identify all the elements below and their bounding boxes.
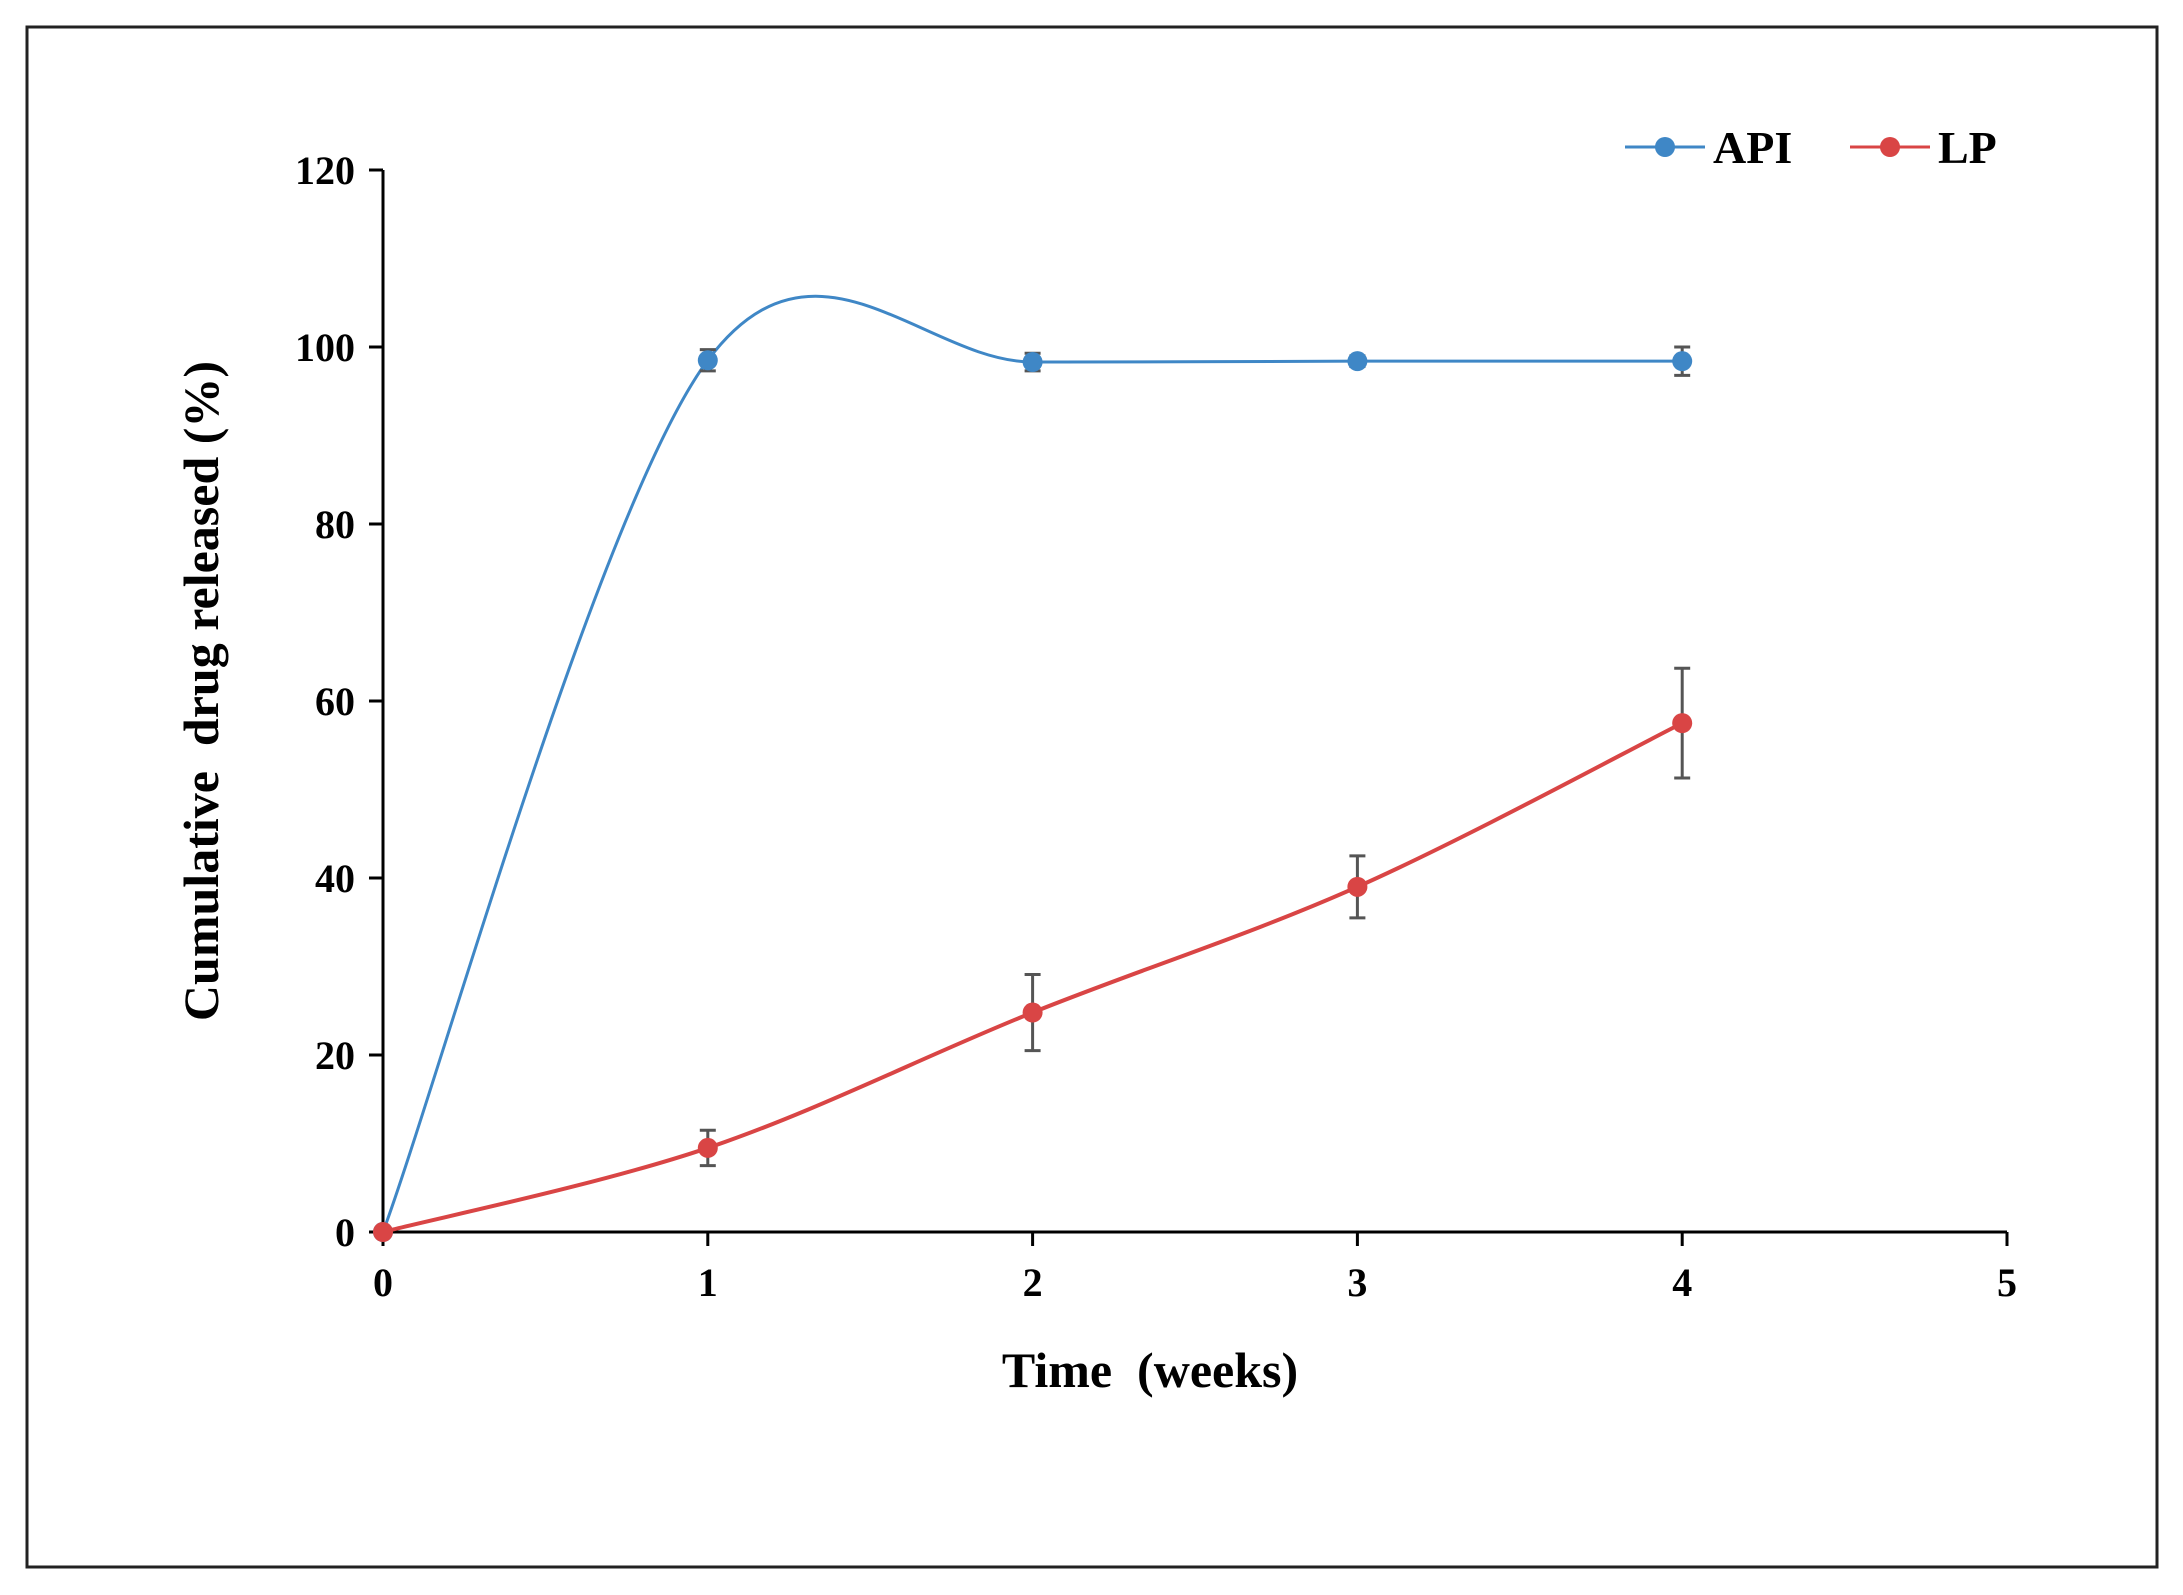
y-tick-label-120: 120 (295, 148, 355, 193)
y-tick-label-40: 40 (315, 856, 355, 901)
y-tick-label-80: 80 (315, 502, 355, 547)
data-point-lp-1 (697, 1137, 718, 1158)
data-point-lp-2 (1022, 1002, 1043, 1023)
y-axis-title: Cumulative drug released (%) (173, 361, 229, 1021)
x-tick-label-4: 4 (1672, 1260, 1692, 1305)
data-point-api-4 (1672, 351, 1693, 372)
legend: API LP (1625, 122, 1997, 173)
legend-item-lp: LP (1850, 122, 1997, 173)
y-tick-label-100: 100 (295, 325, 355, 370)
data-point-api-3 (1347, 351, 1368, 372)
y-tick-label-20: 20 (315, 1033, 355, 1078)
x-axis-title: Time (weeks) (1002, 1342, 1298, 1398)
x-tick-label-1: 1 (698, 1260, 718, 1305)
legend-marker-api (1655, 137, 1675, 157)
figure-border (25, 25, 2159, 1569)
data-point-lp-4 (1672, 713, 1693, 734)
data-point-lp-0 (373, 1222, 393, 1242)
legend-label-lp: LP (1938, 122, 1997, 173)
plot-area: 0 20 40 60 80 100 120 0 1 2 3 4 5 (295, 148, 2017, 1305)
y-tick-label-0: 0 (335, 1210, 355, 1255)
data-point-lp-3 (1347, 876, 1368, 897)
x-tick-label-2: 2 (1023, 1260, 1043, 1305)
x-tick-label-3: 3 (1347, 1260, 1367, 1305)
data-point-api-1 (697, 350, 718, 371)
y-tick-label-60: 60 (315, 679, 355, 724)
legend-label-api: API (1713, 122, 1792, 173)
x-tick-label-5: 5 (1997, 1260, 2017, 1305)
legend-item-api: API (1625, 122, 1792, 173)
series-line-api (381, 294, 1683, 1233)
data-point-api-2 (1022, 352, 1043, 373)
legend-marker-lp (1880, 137, 1900, 157)
x-tick-label-0: 0 (373, 1260, 393, 1305)
